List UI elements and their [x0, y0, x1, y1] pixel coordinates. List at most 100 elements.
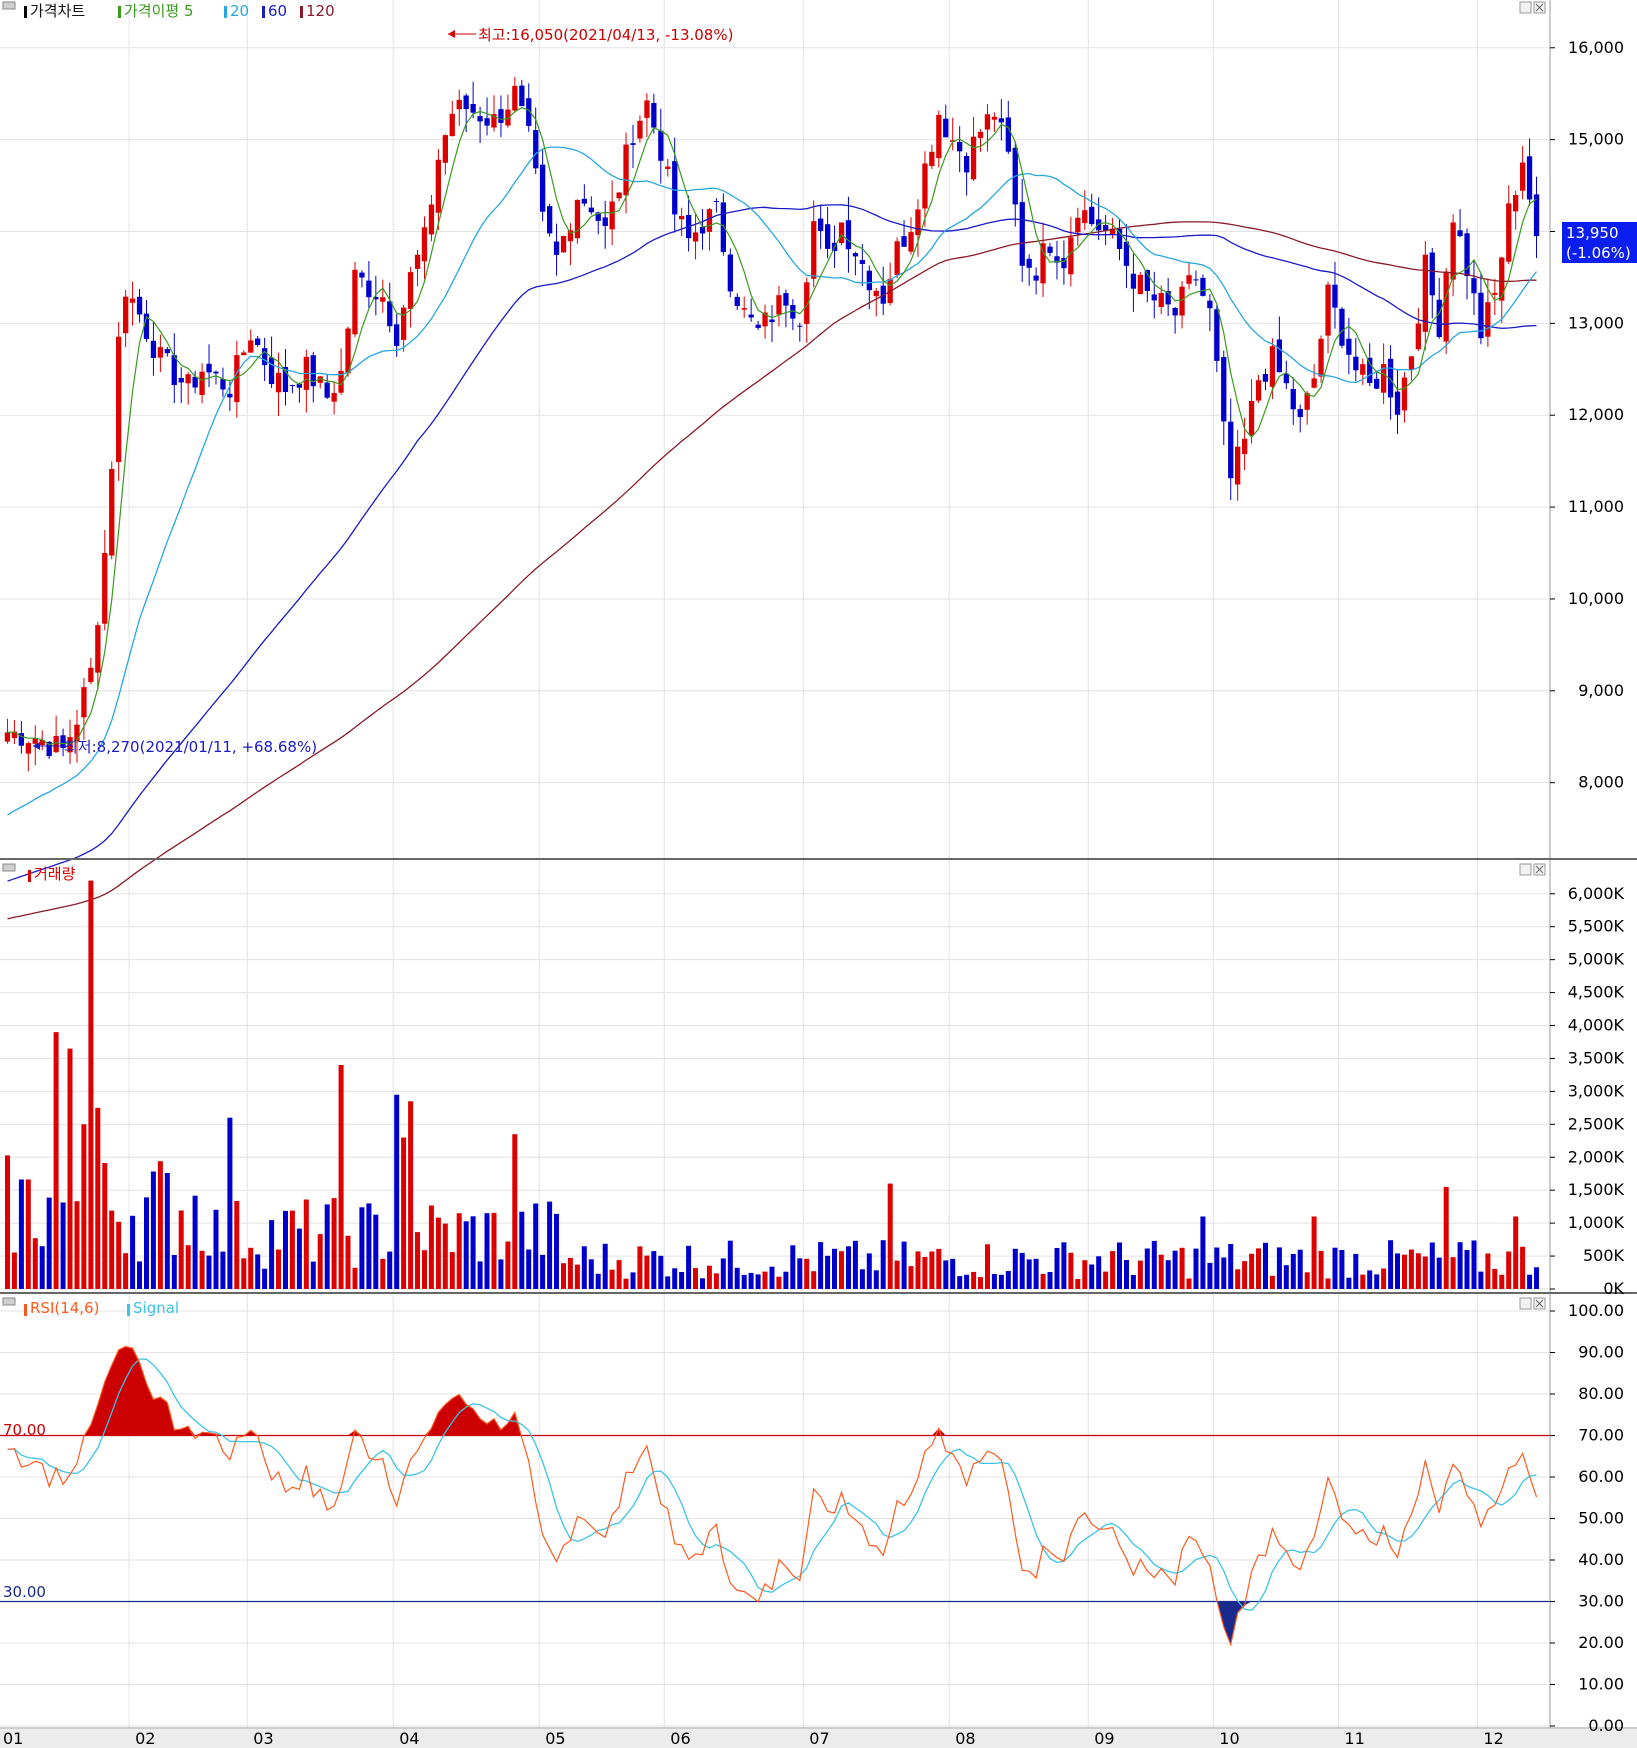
candle-body	[380, 297, 386, 302]
last-price-tag	[1562, 222, 1637, 263]
volume-bar	[387, 1251, 393, 1289]
volume-bar	[331, 1198, 337, 1289]
candle-body	[1228, 421, 1234, 479]
candle-body	[894, 241, 900, 275]
volume-bar	[109, 1210, 115, 1289]
volume-bar	[964, 1274, 970, 1289]
volume-bar	[1408, 1249, 1414, 1289]
volume-bar	[1339, 1250, 1345, 1289]
candle-body	[706, 209, 713, 232]
volume-bar	[428, 1205, 434, 1289]
minimize-icon[interactable]	[1519, 1297, 1532, 1310]
candle-body	[1054, 256, 1060, 263]
volume-bar	[1325, 1278, 1331, 1289]
volume-bar	[1374, 1274, 1380, 1289]
price-y-tick-label: 9,000	[1578, 681, 1624, 700]
candle-body	[630, 143, 636, 145]
x-month-label: 04	[399, 1729, 419, 1748]
volume-bar	[1332, 1247, 1338, 1289]
volume-bar	[470, 1216, 476, 1289]
volume-bar	[915, 1251, 921, 1289]
candle-body	[1235, 446, 1241, 485]
grid-lines	[0, 0, 1550, 1728]
volume-bar	[95, 1107, 101, 1289]
volume-bar	[1353, 1253, 1359, 1289]
volume-bar	[985, 1244, 990, 1289]
volume-bar	[164, 1173, 170, 1289]
candle-body	[282, 367, 289, 392]
volume-bar	[1256, 1248, 1261, 1289]
volume-bar	[943, 1260, 949, 1289]
pane-menu-icon[interactable]	[2, 1, 16, 10]
candle-body	[637, 120, 643, 139]
candle-body	[526, 98, 532, 126]
candle-body	[95, 625, 101, 673]
candle-body	[227, 393, 233, 398]
volume-bar	[1506, 1251, 1512, 1289]
candle-body	[1367, 357, 1373, 383]
volume-bar	[1450, 1257, 1456, 1289]
candle-body	[470, 104, 476, 113]
volume-bar	[394, 1094, 400, 1289]
candle-body	[574, 199, 581, 239]
volume-bar	[1457, 1242, 1463, 1289]
volume-bar	[679, 1272, 685, 1289]
candle-body	[1471, 278, 1477, 294]
last-price-label: 13,950	[1566, 224, 1619, 242]
ma20-legend: 20	[230, 2, 249, 20]
volume-bar	[442, 1223, 448, 1289]
candle-body	[498, 109, 504, 123]
candle-body	[491, 114, 497, 128]
candle-body	[1082, 210, 1088, 224]
volume-bar	[1388, 1240, 1394, 1289]
volume-bar	[1214, 1247, 1220, 1289]
volume-bar	[39, 1246, 45, 1289]
volume-bar	[213, 1209, 219, 1289]
legend-marker	[24, 6, 27, 18]
minimize-icon[interactable]	[1519, 1, 1532, 14]
candle-body	[957, 141, 963, 152]
pane-menu-icon[interactable]	[2, 1297, 16, 1306]
candle-body	[1158, 293, 1164, 307]
candle-body	[206, 363, 212, 373]
candle-body	[136, 296, 143, 315]
volume-bar	[1130, 1275, 1136, 1289]
candle-body	[1165, 291, 1171, 305]
ma120-line	[7, 221, 1537, 920]
x-month-label: 01	[3, 1729, 23, 1748]
volume-bar	[894, 1260, 900, 1289]
volume-bar	[658, 1255, 664, 1289]
candle-body	[373, 297, 379, 300]
x-month-label: 11	[1344, 1729, 1364, 1748]
candle-body	[60, 735, 66, 748]
x-month-label: 10	[1219, 1729, 1239, 1748]
candle-body	[845, 220, 852, 250]
volume-bar	[338, 1065, 344, 1289]
minimize-icon[interactable]	[1519, 863, 1532, 876]
volume-bar	[693, 1268, 698, 1289]
candle-body	[553, 241, 560, 255]
candle-body	[1394, 391, 1401, 415]
candle-body	[109, 469, 115, 556]
volume-bar	[832, 1248, 837, 1289]
candle-body	[734, 296, 740, 306]
volume-bar	[310, 1261, 316, 1289]
candle-body	[1047, 246, 1053, 253]
overbought-label: 70.00	[3, 1421, 46, 1439]
candle-body	[401, 307, 407, 340]
volume-bar	[839, 1251, 844, 1289]
pane-menu-icon[interactable]	[2, 863, 16, 872]
price-y-tick-label: 15,000	[1568, 130, 1624, 149]
volume-bar	[1478, 1271, 1484, 1289]
volume-bar	[1228, 1244, 1234, 1289]
volume-bar	[720, 1258, 726, 1289]
candle-body	[748, 314, 754, 318]
rsi-y-tick-label: 10.00	[1578, 1675, 1624, 1694]
candle-body	[477, 116, 483, 122]
candle-body	[609, 201, 615, 230]
volume-bar	[1047, 1272, 1053, 1289]
volume-bar	[1395, 1253, 1400, 1289]
candle-body	[241, 352, 247, 356]
volume-bar	[1513, 1216, 1519, 1289]
